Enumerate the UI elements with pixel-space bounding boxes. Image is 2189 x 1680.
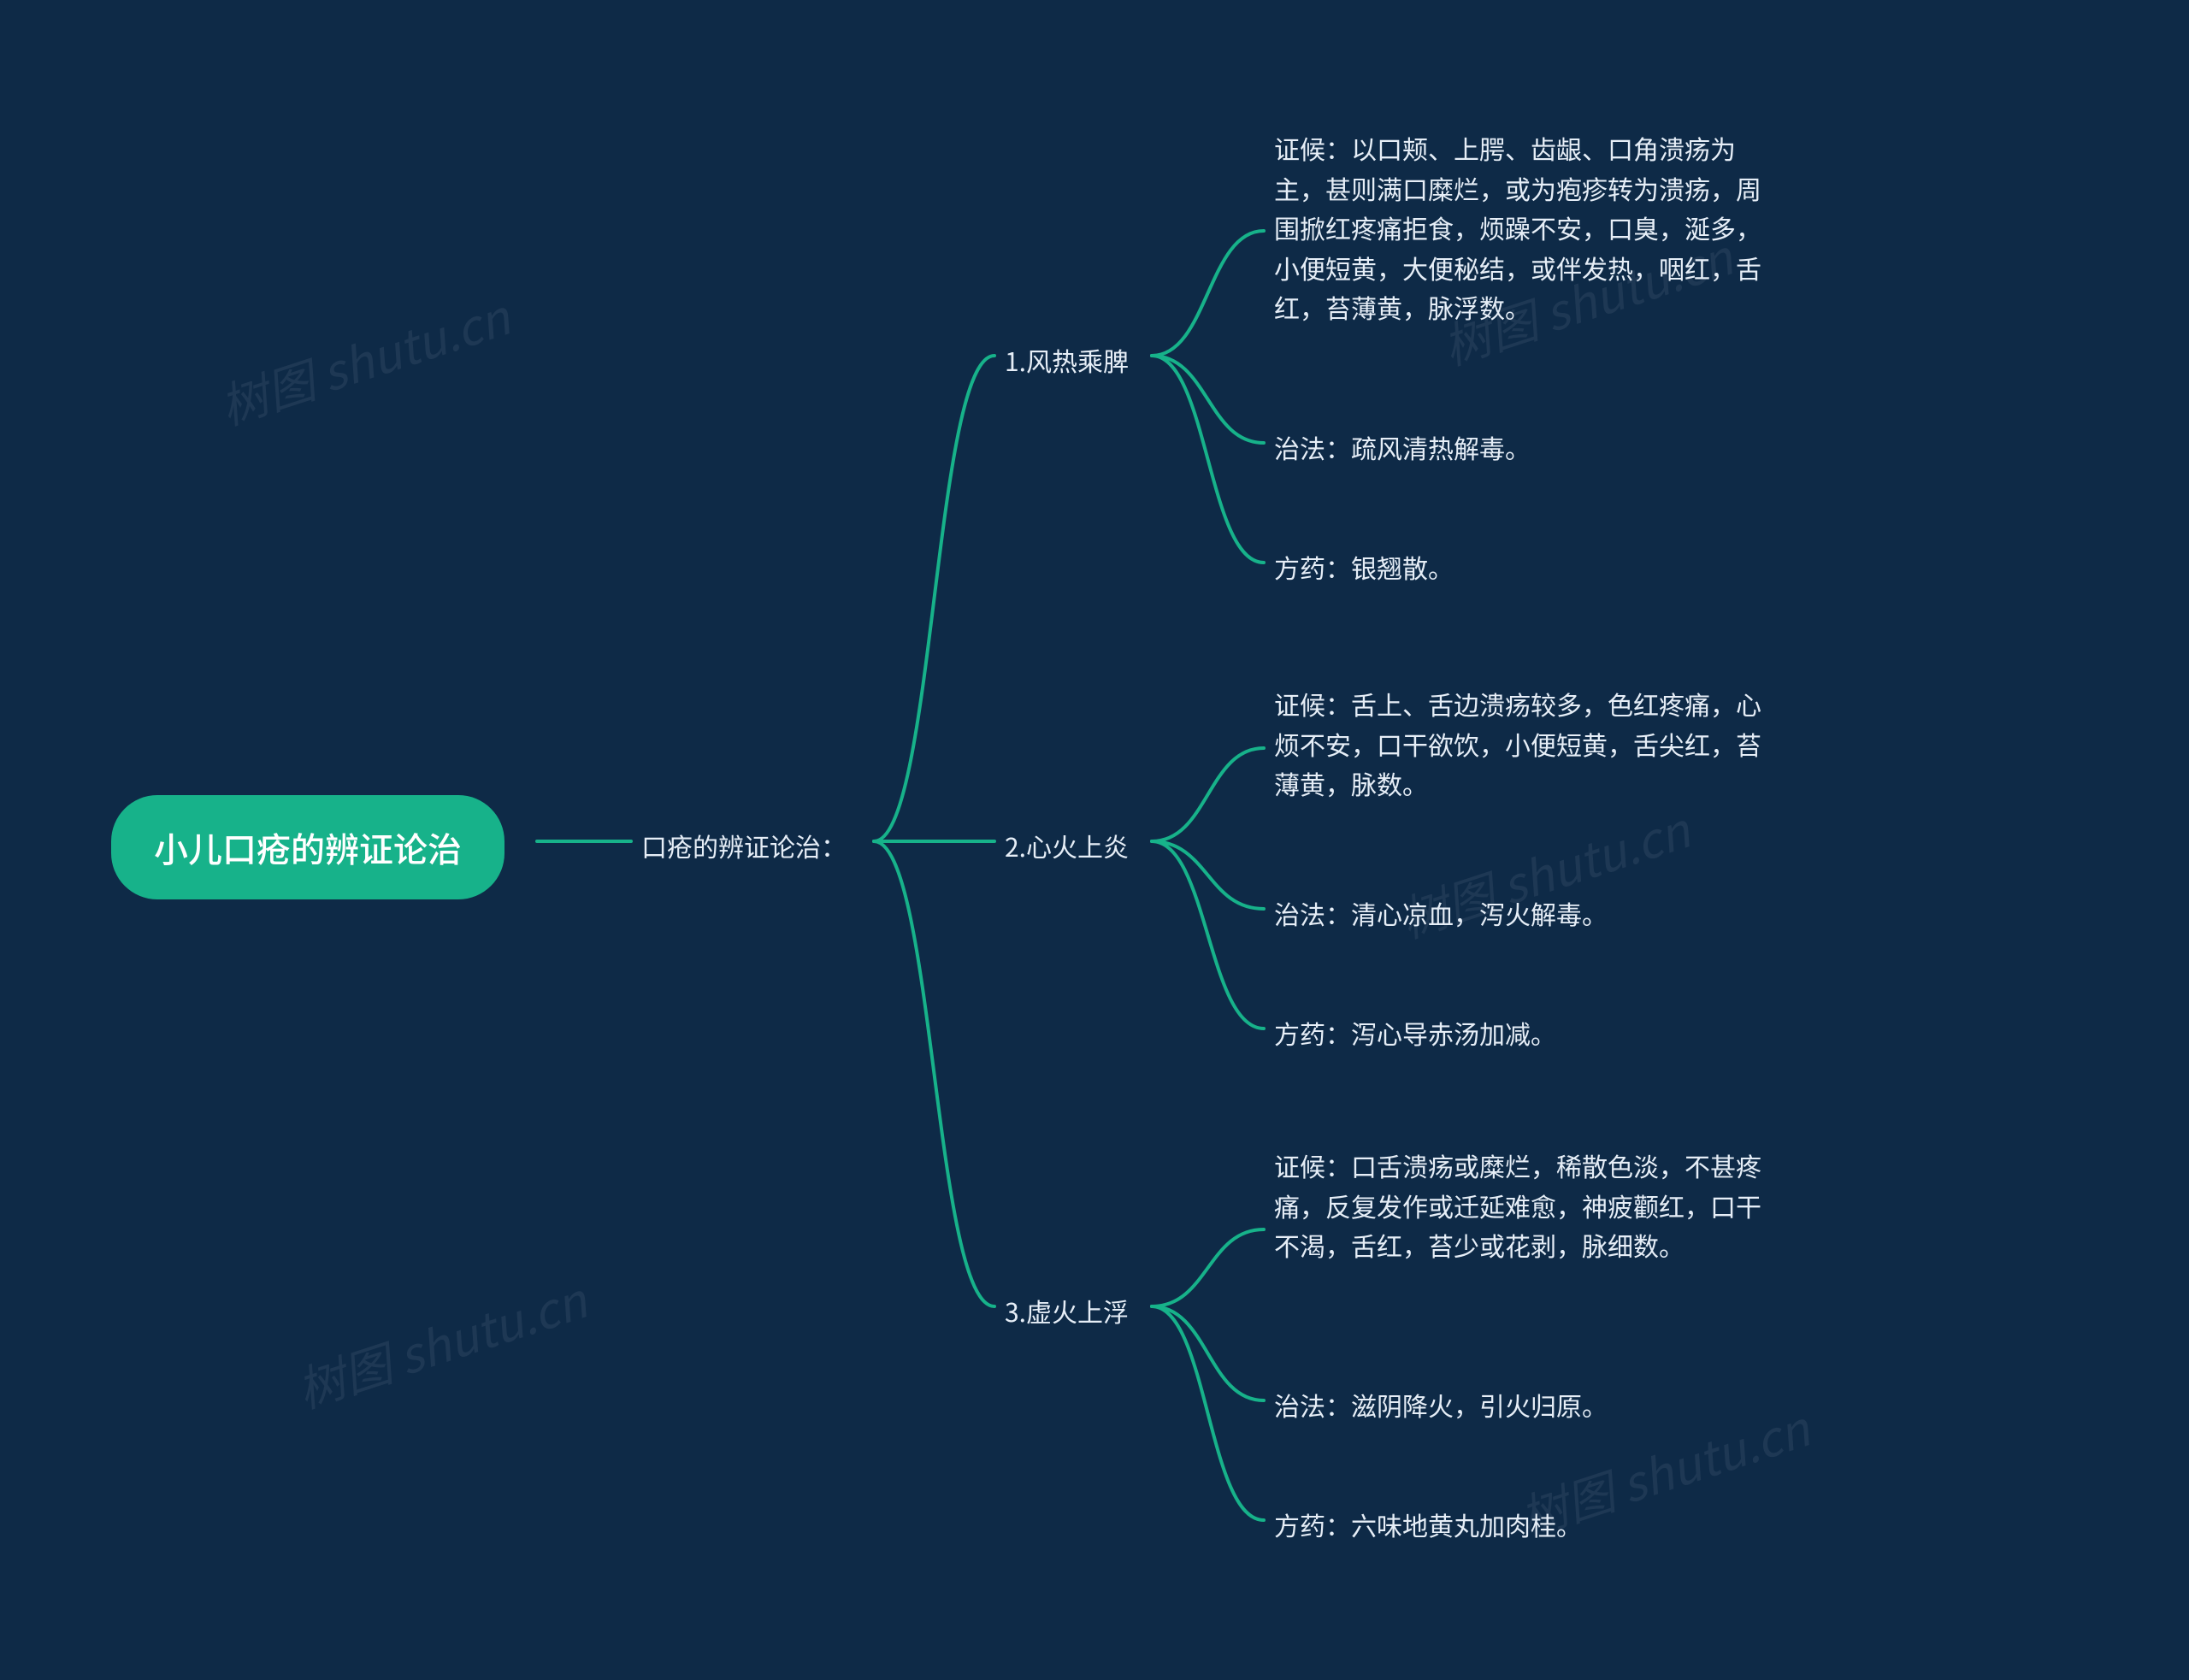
leaf-3-3: 方药：六味地黄丸加肉桂。 [1274, 1505, 1779, 1545]
leaf-1-1: 证候：以口颊、上腭、齿龈、口角溃疡为主，甚则满口糜烂，或为疱疹转为溃疡，周围掀红… [1274, 128, 1779, 327]
branch-label-3: 3.虚火上浮 [1005, 1291, 1129, 1331]
leaf-2-2: 治法：清心凉血，泻火解毒。 [1274, 893, 1779, 934]
leaf-2-3: 方药：泻心导赤汤加减。 [1274, 1013, 1779, 1053]
level1-node: 口疮的辨证论治： [641, 826, 847, 866]
leaf-3-2: 治法：滋阴降火，引火归原。 [1274, 1385, 1779, 1425]
root-node: 小儿口疮的辨证论治 [111, 795, 504, 899]
leaf-2-1: 证候：舌上、舌边溃疡较多，色红疼痛，心烦不安，口干欲饮，小便短黄，舌尖红，苔薄黄… [1274, 684, 1779, 804]
watermark: 树图 shutu.cn [287, 1264, 594, 1423]
leaf-3-1: 证候：口舌溃疡或糜烂，稀散色淡，不甚疼痛，反复发作或迁延难愈，神疲颧红，口干不渴… [1274, 1146, 1779, 1265]
branch-label-2: 2.心火上炎 [1005, 826, 1129, 866]
leaf-1-3: 方药：银翘散。 [1274, 547, 1779, 587]
branch-label-1: 1.风热乘脾 [1005, 340, 1129, 380]
mindmap-canvas: 树图 shutu.cn树图 shutu.cn树图 shutu.cn树图 shut… [0, 0, 2189, 1680]
leaf-1-2: 治法：疏风清热解毒。 [1274, 427, 1779, 468]
watermark: 树图 shutu.cn [210, 280, 517, 439]
